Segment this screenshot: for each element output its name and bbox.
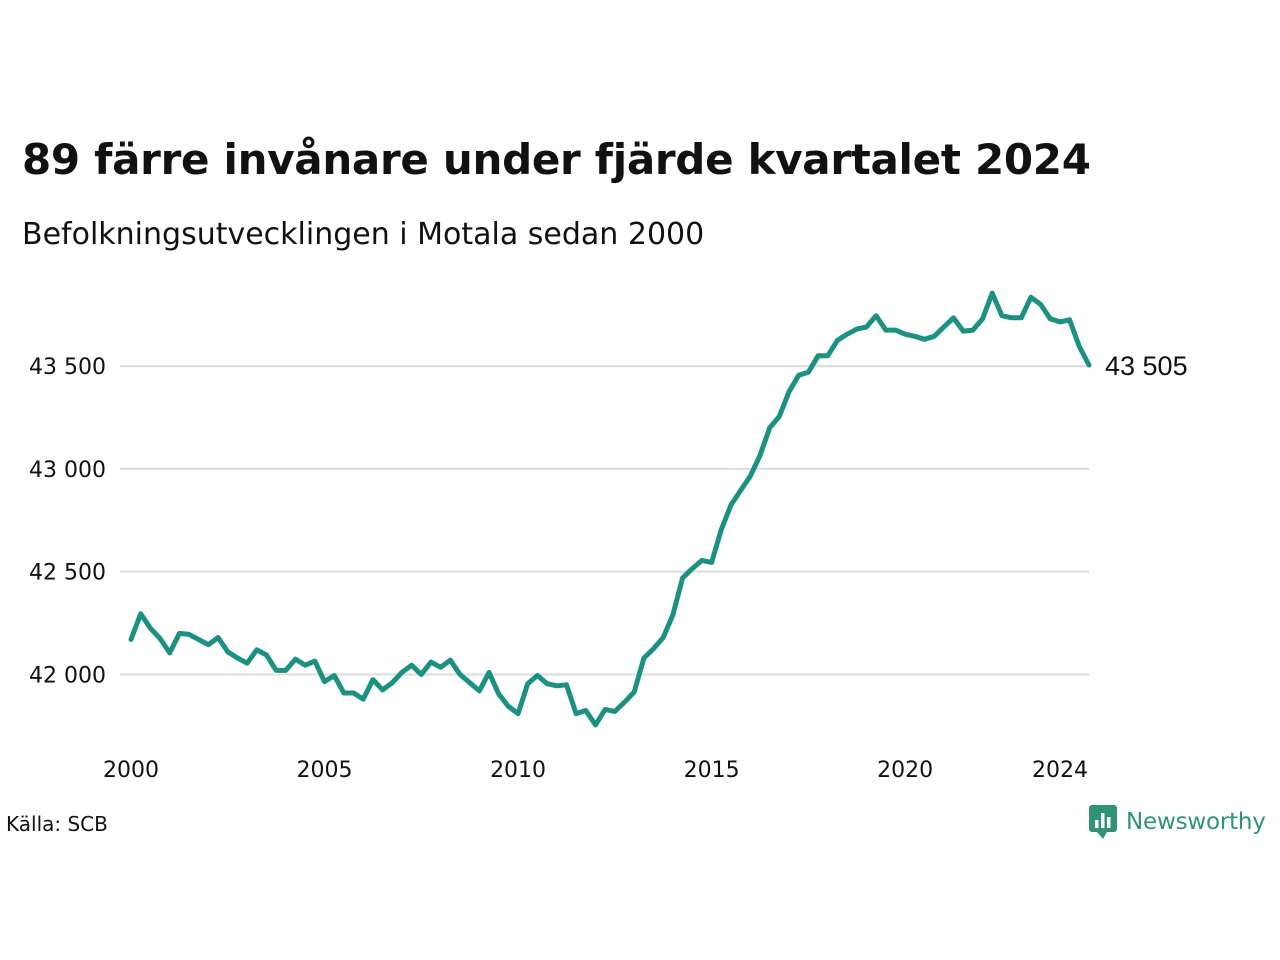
y-tick-label: 42 000 — [29, 663, 106, 688]
newsworthy-logo-icon — [1089, 805, 1117, 839]
chart-subtitle: Befolkningsutvecklingen i Motala sedan 2… — [22, 217, 705, 252]
line-chart: 42 000 42 500 43 000 43 500 2000 2005 2010 2015… — [29, 290, 1188, 783]
series-line — [128, 290, 1092, 728]
y-tick-label: 43 500 — [29, 355, 106, 380]
source-note: Källa: SCB — [6, 812, 108, 836]
y-tick-label: 42 500 — [29, 561, 106, 586]
x-tick-label: 2010 — [490, 758, 546, 783]
x-tick-label: 2000 — [103, 758, 159, 783]
x-tick-label: 2024 — [1032, 758, 1088, 783]
y-tick-label: 43 000 — [29, 458, 106, 483]
x-tick-label: 2015 — [684, 758, 740, 783]
brand-logo[interactable]: Newsworthy — [1088, 803, 1266, 841]
brand-name: Newsworthy — [1126, 809, 1266, 835]
chart-title: 89 färre invånare under fjärde kvartalet… — [22, 135, 1091, 184]
x-tick-label: 2005 — [297, 758, 353, 783]
last-value-label: 43 505 — [1105, 351, 1188, 381]
x-tick-label: 2020 — [877, 758, 933, 783]
